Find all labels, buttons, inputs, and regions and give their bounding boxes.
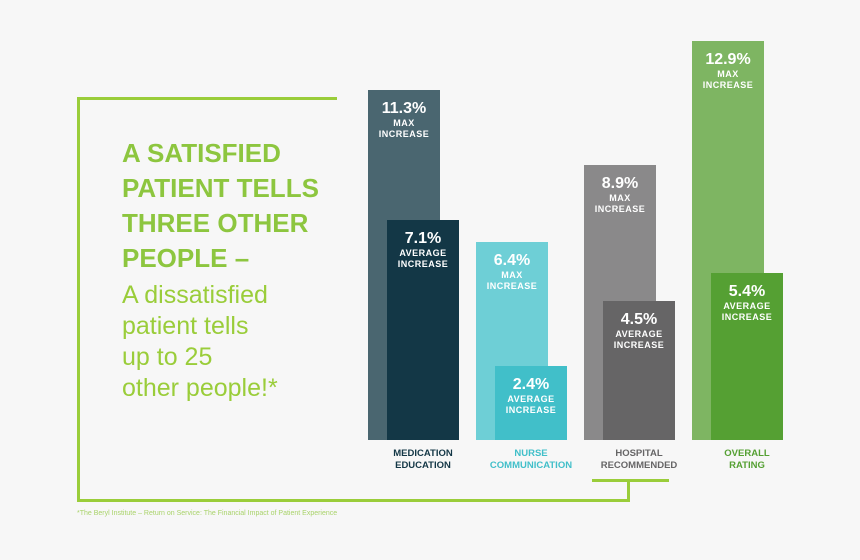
category-label-line: OVERALL — [724, 448, 770, 459]
series-label: AVERAGE — [723, 300, 771, 311]
value-label: 11.3% — [381, 100, 427, 118]
series-label: INCREASE — [702, 80, 754, 90]
category-label-line: MEDICATION — [393, 448, 453, 459]
series-label: MAX — [393, 118, 415, 129]
headline-line: THREE OTHER — [122, 208, 309, 238]
headline: A SATISFIED PATIENT TELLS THREE OTHER PE… — [122, 136, 319, 404]
series-label: INCREASE — [486, 281, 538, 292]
subline: up to 25 — [122, 343, 213, 371]
avg-bar: 7.1% AVERAGE INCREASE — [387, 220, 459, 440]
value-label: 8.9% — [601, 174, 639, 192]
bracket-left — [77, 97, 80, 502]
bracket-riser — [627, 480, 630, 502]
category-label-line: RATING — [729, 460, 765, 471]
category-label: MEDICATION EDUCATION — [368, 448, 478, 472]
subline: A dissatisfied — [122, 281, 268, 309]
value-label: 4.5% — [620, 310, 658, 328]
category-label-line: HOSPITAL — [615, 448, 663, 459]
series-label: INCREASE — [613, 339, 665, 350]
value-label: 2.4% — [512, 375, 550, 393]
series-label: INCREASE — [594, 203, 646, 214]
category-label: NURSE COMMUNICATION — [476, 448, 586, 472]
bracket-top — [77, 97, 337, 100]
avg-bar: 4.5% AVERAGE INCREASE — [603, 300, 675, 440]
series-label: INCREASE — [721, 311, 773, 322]
series-label: MAX — [609, 192, 631, 203]
bracket-underline — [592, 479, 669, 482]
value-label: 12.9% — [705, 51, 751, 68]
series-label: AVERAGE — [507, 393, 555, 404]
series-label: MAX — [717, 69, 739, 79]
category-label-line: NURSE — [514, 448, 548, 459]
headline-line: PATIENT TELLS — [122, 173, 319, 203]
value-label: 5.4% — [728, 282, 766, 300]
subline: patient tells — [122, 312, 249, 340]
headline-line: A SATISFIED — [122, 138, 281, 168]
category-label: OVERALL RATING — [692, 448, 802, 472]
headline-line: PEOPLE – — [122, 243, 250, 273]
avg-bar: 2.4% AVERAGE INCREASE — [495, 365, 567, 440]
footnote: *The Beryl Institute – Return on Service… — [77, 510, 338, 517]
bracket-bottom — [77, 499, 630, 502]
value-label: 6.4% — [493, 252, 531, 270]
category-label-line: EDUCATION — [395, 460, 451, 471]
category-label-line: COMMUNICATION — [489, 460, 573, 471]
subline: other people!* — [122, 374, 278, 402]
series-label: AVERAGE — [615, 328, 663, 339]
series-label: INCREASE — [397, 259, 449, 270]
category-label-line: RECOMMENDED — [600, 460, 678, 471]
avg-bar: 5.4% AVERAGE INCREASE — [711, 272, 783, 440]
series-label: INCREASE — [378, 129, 430, 140]
series-label: MAX — [501, 270, 523, 281]
series-label: AVERAGE — [399, 248, 447, 259]
series-label: INCREASE — [505, 404, 557, 415]
category-label: HOSPITAL RECOMMENDED — [584, 448, 694, 472]
value-label: 7.1% — [404, 230, 442, 248]
